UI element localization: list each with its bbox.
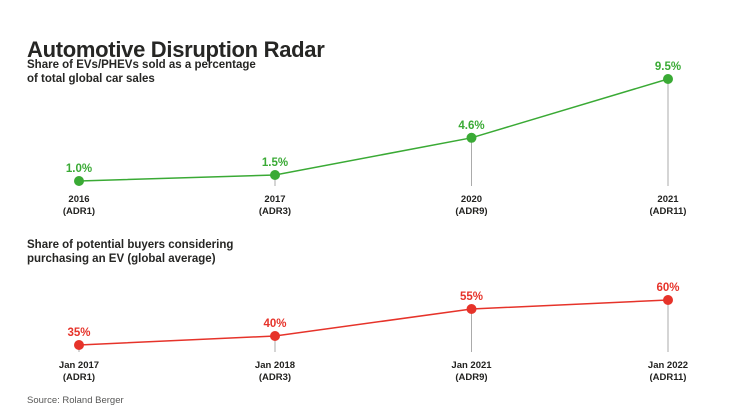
page-title: Automotive Disruption Radar — [27, 36, 325, 62]
tick-label: (ADR11) — [650, 372, 687, 383]
tick-label: (ADR11) — [650, 206, 687, 217]
data-point — [466, 132, 477, 143]
value-label: 55% — [460, 291, 483, 303]
tick-label: (ADR3) — [259, 206, 291, 217]
tick-label: Jan 2018 — [255, 360, 295, 371]
tick-label: (ADR1) — [63, 372, 95, 383]
data-point — [74, 176, 84, 186]
tick-label: (ADR3) — [259, 372, 291, 383]
value-label: 60% — [656, 282, 679, 294]
buyer-consideration-chart-subtitle: Share of potential buyers considering pu… — [27, 239, 234, 265]
value-label: 4.6% — [458, 120, 484, 132]
value-label: 9.5% — [655, 61, 681, 73]
value-label: 1.0% — [66, 163, 92, 175]
tick-label: (ADR9) — [455, 206, 487, 217]
buyer-consideration-chart: 35% 40% 55% 60% Jan 2017(ADR1) Jan 2018(ADR3)… — [59, 282, 688, 383]
data-point — [663, 295, 673, 305]
data-point — [466, 304, 477, 314]
series-line — [78, 78, 669, 182]
tick-label: Jan 2017 — [59, 360, 99, 371]
tick-label: Jan 2022 — [648, 360, 688, 371]
data-point — [663, 74, 673, 84]
ev-share-chart-subtitle: Share of EVs/PHEVs sold as a percentage … — [27, 59, 256, 85]
tick-label: 2021 — [657, 194, 679, 205]
value-label: 35% — [67, 327, 90, 339]
data-point — [74, 340, 84, 350]
series-line — [78, 299, 669, 346]
ev-share-chart: 1.0% 1.5% 4.6% 9.5% 2016(ADR1) 2017(ADR3) 2020… — [63, 61, 687, 217]
tick-label: Jan 2021 — [451, 360, 492, 371]
value-label: 1.5% — [262, 157, 288, 169]
tick-label: 2020 — [461, 194, 482, 205]
tick-label: (ADR9) — [455, 372, 487, 383]
value-label: 40% — [263, 318, 286, 330]
tick-label: 2017 — [264, 194, 285, 205]
data-point — [270, 331, 280, 341]
data-point — [270, 170, 280, 180]
tick-label: (ADR1) — [63, 206, 95, 217]
tick-label: 2016 — [68, 194, 89, 205]
source-attribution: Source: Roland Berger — [27, 395, 124, 406]
